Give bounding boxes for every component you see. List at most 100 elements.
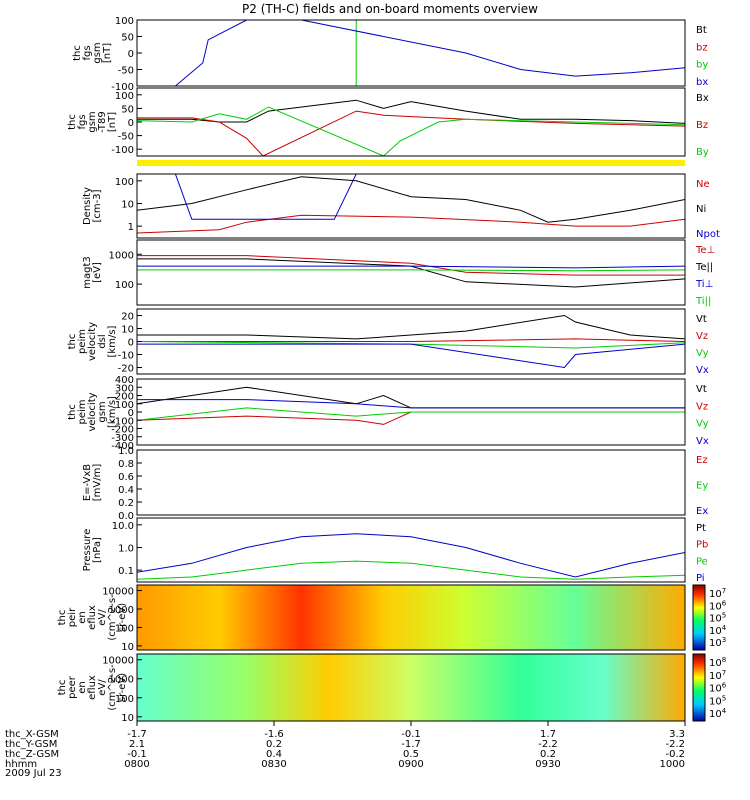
colorbar-label-base: 10 bbox=[709, 709, 722, 720]
series-line-Vx bbox=[137, 399, 685, 409]
legend-label: Vy bbox=[696, 348, 709, 359]
colorbar-label: 107 bbox=[709, 669, 726, 682]
legend-label: Vy bbox=[696, 419, 709, 430]
series-line-Vt bbox=[137, 386, 685, 409]
x-axis-value: 3.3 bbox=[669, 729, 685, 740]
y-tick-label: 0.0 bbox=[118, 511, 134, 522]
series-line-Vz bbox=[137, 411, 685, 425]
y-tick-label: -10 bbox=[118, 351, 134, 362]
y-tick-label: -50 bbox=[118, 66, 134, 77]
panel-efield: Ez Ey Ex 1.0 0.8 0.6 0.4 0.2 0.0 E=-VxB [mV/m] bbox=[82, 446, 708, 522]
series-line-Te⊥ bbox=[137, 255, 685, 276]
y-tick-label: 100 bbox=[115, 400, 134, 411]
y-tick-label: 10 bbox=[121, 199, 134, 210]
y-axis-label-line: [km/s] bbox=[107, 325, 118, 357]
colorbar-label: 108 bbox=[709, 656, 726, 669]
y-axis-label-line: [km/s] bbox=[107, 396, 118, 428]
y-tick-label: 1 bbox=[128, 222, 134, 233]
y-axis-label-line: gsm bbox=[87, 111, 98, 132]
y-tick-label: 100 bbox=[115, 177, 134, 188]
colorbar-label: 106 bbox=[709, 682, 727, 695]
series-line-Bx bbox=[137, 99, 685, 124]
colorbar-label-base: 10 bbox=[709, 696, 722, 707]
y-axis-label-line: eflux bbox=[87, 675, 98, 700]
y-tick-label: 1.0 bbox=[118, 543, 134, 554]
colorbar-label-base: 10 bbox=[709, 626, 722, 637]
y-tick-label: -100 bbox=[111, 145, 134, 156]
colorbar-label: 107 bbox=[709, 587, 726, 600]
heatmap-image bbox=[137, 585, 685, 650]
y-axis-label-line: fgs bbox=[82, 45, 93, 60]
y-tick-label: 0.8 bbox=[118, 459, 134, 470]
colorbar-label-base: 10 bbox=[709, 601, 722, 612]
y-tick-label: 0 bbox=[128, 338, 134, 349]
legend-label: Bx bbox=[696, 93, 709, 104]
y-axis-label-line: [nT] bbox=[102, 43, 113, 63]
series-line-bx bbox=[175, 20, 685, 86]
y-axis-label-line: en bbox=[77, 611, 88, 624]
y-tick-label: -200 bbox=[111, 425, 134, 436]
y-tick-label: 0.6 bbox=[118, 472, 134, 483]
y-axis-label-line: peer bbox=[67, 675, 78, 699]
x-axis-value: -1.7 bbox=[127, 729, 147, 740]
colorbar-label-exp: 3 bbox=[722, 636, 726, 644]
y-tick-label: 0 bbox=[128, 408, 134, 419]
y-axis-label-line: [eV] bbox=[92, 262, 103, 283]
y-axis-label-line: thc bbox=[67, 114, 78, 130]
y-axis-label-line: peim bbox=[77, 399, 88, 424]
y-tick-label: 100 bbox=[115, 91, 134, 102]
colorbar-label-exp: 5 bbox=[722, 612, 726, 620]
y-axis-label-line: velocity bbox=[87, 322, 98, 361]
y-axis-label-line: E=-VxB bbox=[82, 464, 93, 501]
y-axis-label-line: thc bbox=[57, 610, 68, 626]
x-axis-value: -1.7 bbox=[401, 739, 421, 750]
y-tick-label: 0 bbox=[128, 118, 134, 129]
x-axis-value: -0.2 bbox=[665, 749, 685, 760]
legend-label: By bbox=[696, 147, 709, 158]
y-axis-label-line: thc bbox=[67, 334, 78, 350]
colorbar-label: 104 bbox=[709, 624, 727, 637]
x-axis-value: -2.2 bbox=[538, 739, 558, 750]
y-tick-label: 0.1 bbox=[118, 566, 134, 577]
y-axis-label-line: sr-eV) bbox=[117, 603, 128, 632]
legend-label: Ni bbox=[696, 204, 706, 215]
series-line-Te|| bbox=[137, 258, 685, 288]
series-line-Bz bbox=[137, 110, 685, 156]
y-axis-label-line: [nT] bbox=[107, 112, 118, 132]
y-axis-label-line: [mV/m] bbox=[92, 464, 103, 502]
y-axis-label-line: thc bbox=[57, 680, 68, 696]
panel-pressure: Pt Pb Pe Pi 10.0 1.0 0.1 Pressure [nPa] bbox=[82, 517, 708, 584]
legend-label: Te⊥ bbox=[695, 245, 715, 256]
legend-label: bx bbox=[696, 77, 708, 88]
y-tick-label: 100 bbox=[115, 694, 134, 705]
x-axis-value: 0.2 bbox=[266, 739, 282, 750]
panel-frame bbox=[136, 19, 686, 87]
y-tick-label: 10000 bbox=[102, 656, 134, 667]
legend-label: Ti⊥ bbox=[695, 279, 713, 290]
panel-frame bbox=[136, 173, 686, 239]
y-tick-label: -300 bbox=[111, 433, 134, 444]
x-axis-value: 2.1 bbox=[129, 739, 145, 750]
series-line-Vx bbox=[137, 343, 685, 369]
y-axis-label-line: gsm bbox=[92, 42, 103, 63]
colorbar-label-exp: 4 bbox=[722, 624, 727, 632]
x-axis-value: -0.1 bbox=[401, 729, 421, 740]
y-tick-label: 100 bbox=[115, 16, 134, 27]
y-axis-label-line: en bbox=[77, 681, 88, 694]
x-axis-value: -1.6 bbox=[264, 729, 284, 740]
panel-frame bbox=[136, 517, 686, 583]
legend-label: Bz bbox=[696, 120, 708, 131]
y-axis-label-line: peir bbox=[67, 607, 78, 627]
series-line-Vy bbox=[137, 407, 685, 421]
legend-label: Ez bbox=[696, 455, 708, 466]
legend-label: Vx bbox=[696, 365, 709, 376]
y-tick-label: 1000 bbox=[109, 675, 134, 686]
date-label: 2009 Jul 23 bbox=[5, 768, 62, 779]
y-tick-label: 10 bbox=[121, 325, 134, 336]
series-line-Npot bbox=[174, 174, 357, 220]
x-axis-value: 0.5 bbox=[403, 749, 419, 760]
legend-label: Pi bbox=[696, 573, 705, 584]
series-line-Vy bbox=[137, 341, 685, 349]
